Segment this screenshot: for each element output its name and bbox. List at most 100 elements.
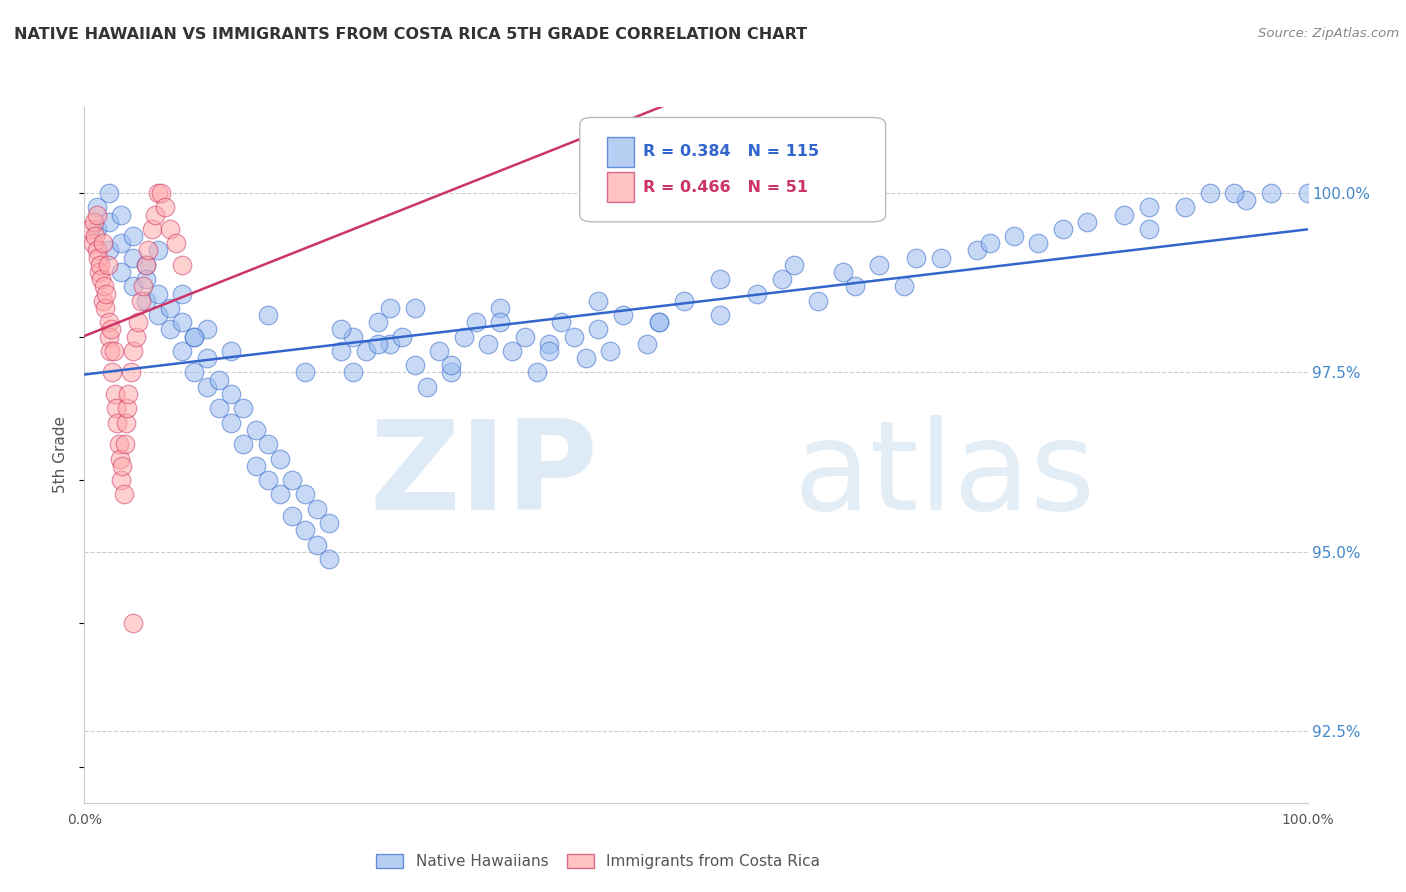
Point [136,244,159,258]
Point [195,351,218,365]
Point [82,236,104,251]
Point [1236,194,1258,208]
Point [245,458,267,473]
Point [342,329,364,343]
Point [219,387,242,401]
Point [709,272,731,286]
Point [367,336,389,351]
Point [159,222,181,236]
Point [110,236,132,251]
Point [219,416,242,430]
Point [141,222,163,236]
Point [219,343,242,358]
Point [612,308,634,322]
Point [96,286,118,301]
Point [380,336,402,351]
Point [869,258,891,272]
Point [97,329,120,343]
Point [831,265,853,279]
Point [172,258,194,272]
Point [183,366,205,380]
FancyBboxPatch shape [579,118,886,222]
Point [464,315,486,329]
Point [269,487,291,501]
Point [269,451,291,466]
Point [122,279,145,293]
Point [538,343,561,358]
Point [599,343,621,358]
Point [404,358,426,372]
Point [110,473,132,487]
Point [111,458,134,473]
Point [83,215,105,229]
Point [648,315,671,329]
Point [122,229,145,244]
Point [122,616,145,631]
Point [115,416,138,430]
Point [893,279,915,293]
Point [245,423,267,437]
Point [146,186,169,200]
Point [101,366,124,380]
Point [1137,201,1160,215]
Point [87,251,110,265]
Point [79,222,101,236]
Point [86,222,108,236]
Point [489,301,512,315]
Point [103,343,125,358]
Point [1296,186,1319,200]
Point [97,215,120,229]
Text: NATIVE HAWAIIAN VS IMMIGRANTS FROM COSTA RICA 5TH GRADE CORRELATION CHART: NATIVE HAWAIIAN VS IMMIGRANTS FROM COSTA… [14,27,807,42]
Point [127,315,149,329]
Point [159,322,181,336]
Point [257,473,280,487]
Point [108,451,131,466]
Point [294,487,316,501]
Point [257,437,280,451]
Point [183,329,205,343]
Point [135,258,157,272]
Point [844,279,866,293]
Point [105,401,128,416]
Point [1002,229,1025,244]
Text: atlas: atlas [794,416,1095,536]
Point [380,301,402,315]
Point [97,244,120,258]
Text: R = 0.384   N = 115: R = 0.384 N = 115 [644,145,820,160]
Point [97,258,120,272]
Point [94,301,117,315]
Point [129,293,152,308]
Point [98,343,121,358]
Point [440,366,463,380]
Point [135,293,157,308]
Point [477,336,499,351]
Point [100,322,122,336]
Point [104,387,127,401]
Point [86,244,108,258]
Point [105,416,128,430]
Point [183,329,205,343]
Point [538,336,561,351]
Point [636,336,658,351]
Point [294,366,316,380]
Point [84,229,107,244]
Point [1028,236,1050,251]
Point [783,258,806,272]
Point [117,387,139,401]
Point [107,437,129,451]
Point [427,343,450,358]
Point [1174,201,1197,215]
Point [550,315,572,329]
Point [172,315,194,329]
Point [172,343,194,358]
Point [709,308,731,322]
Point [1223,186,1246,200]
Point [489,315,512,329]
Point [1076,215,1098,229]
Point [153,201,176,215]
Point [110,265,132,279]
Point [1052,222,1074,236]
Point [97,186,120,200]
Point [330,343,353,358]
Point [294,523,316,537]
